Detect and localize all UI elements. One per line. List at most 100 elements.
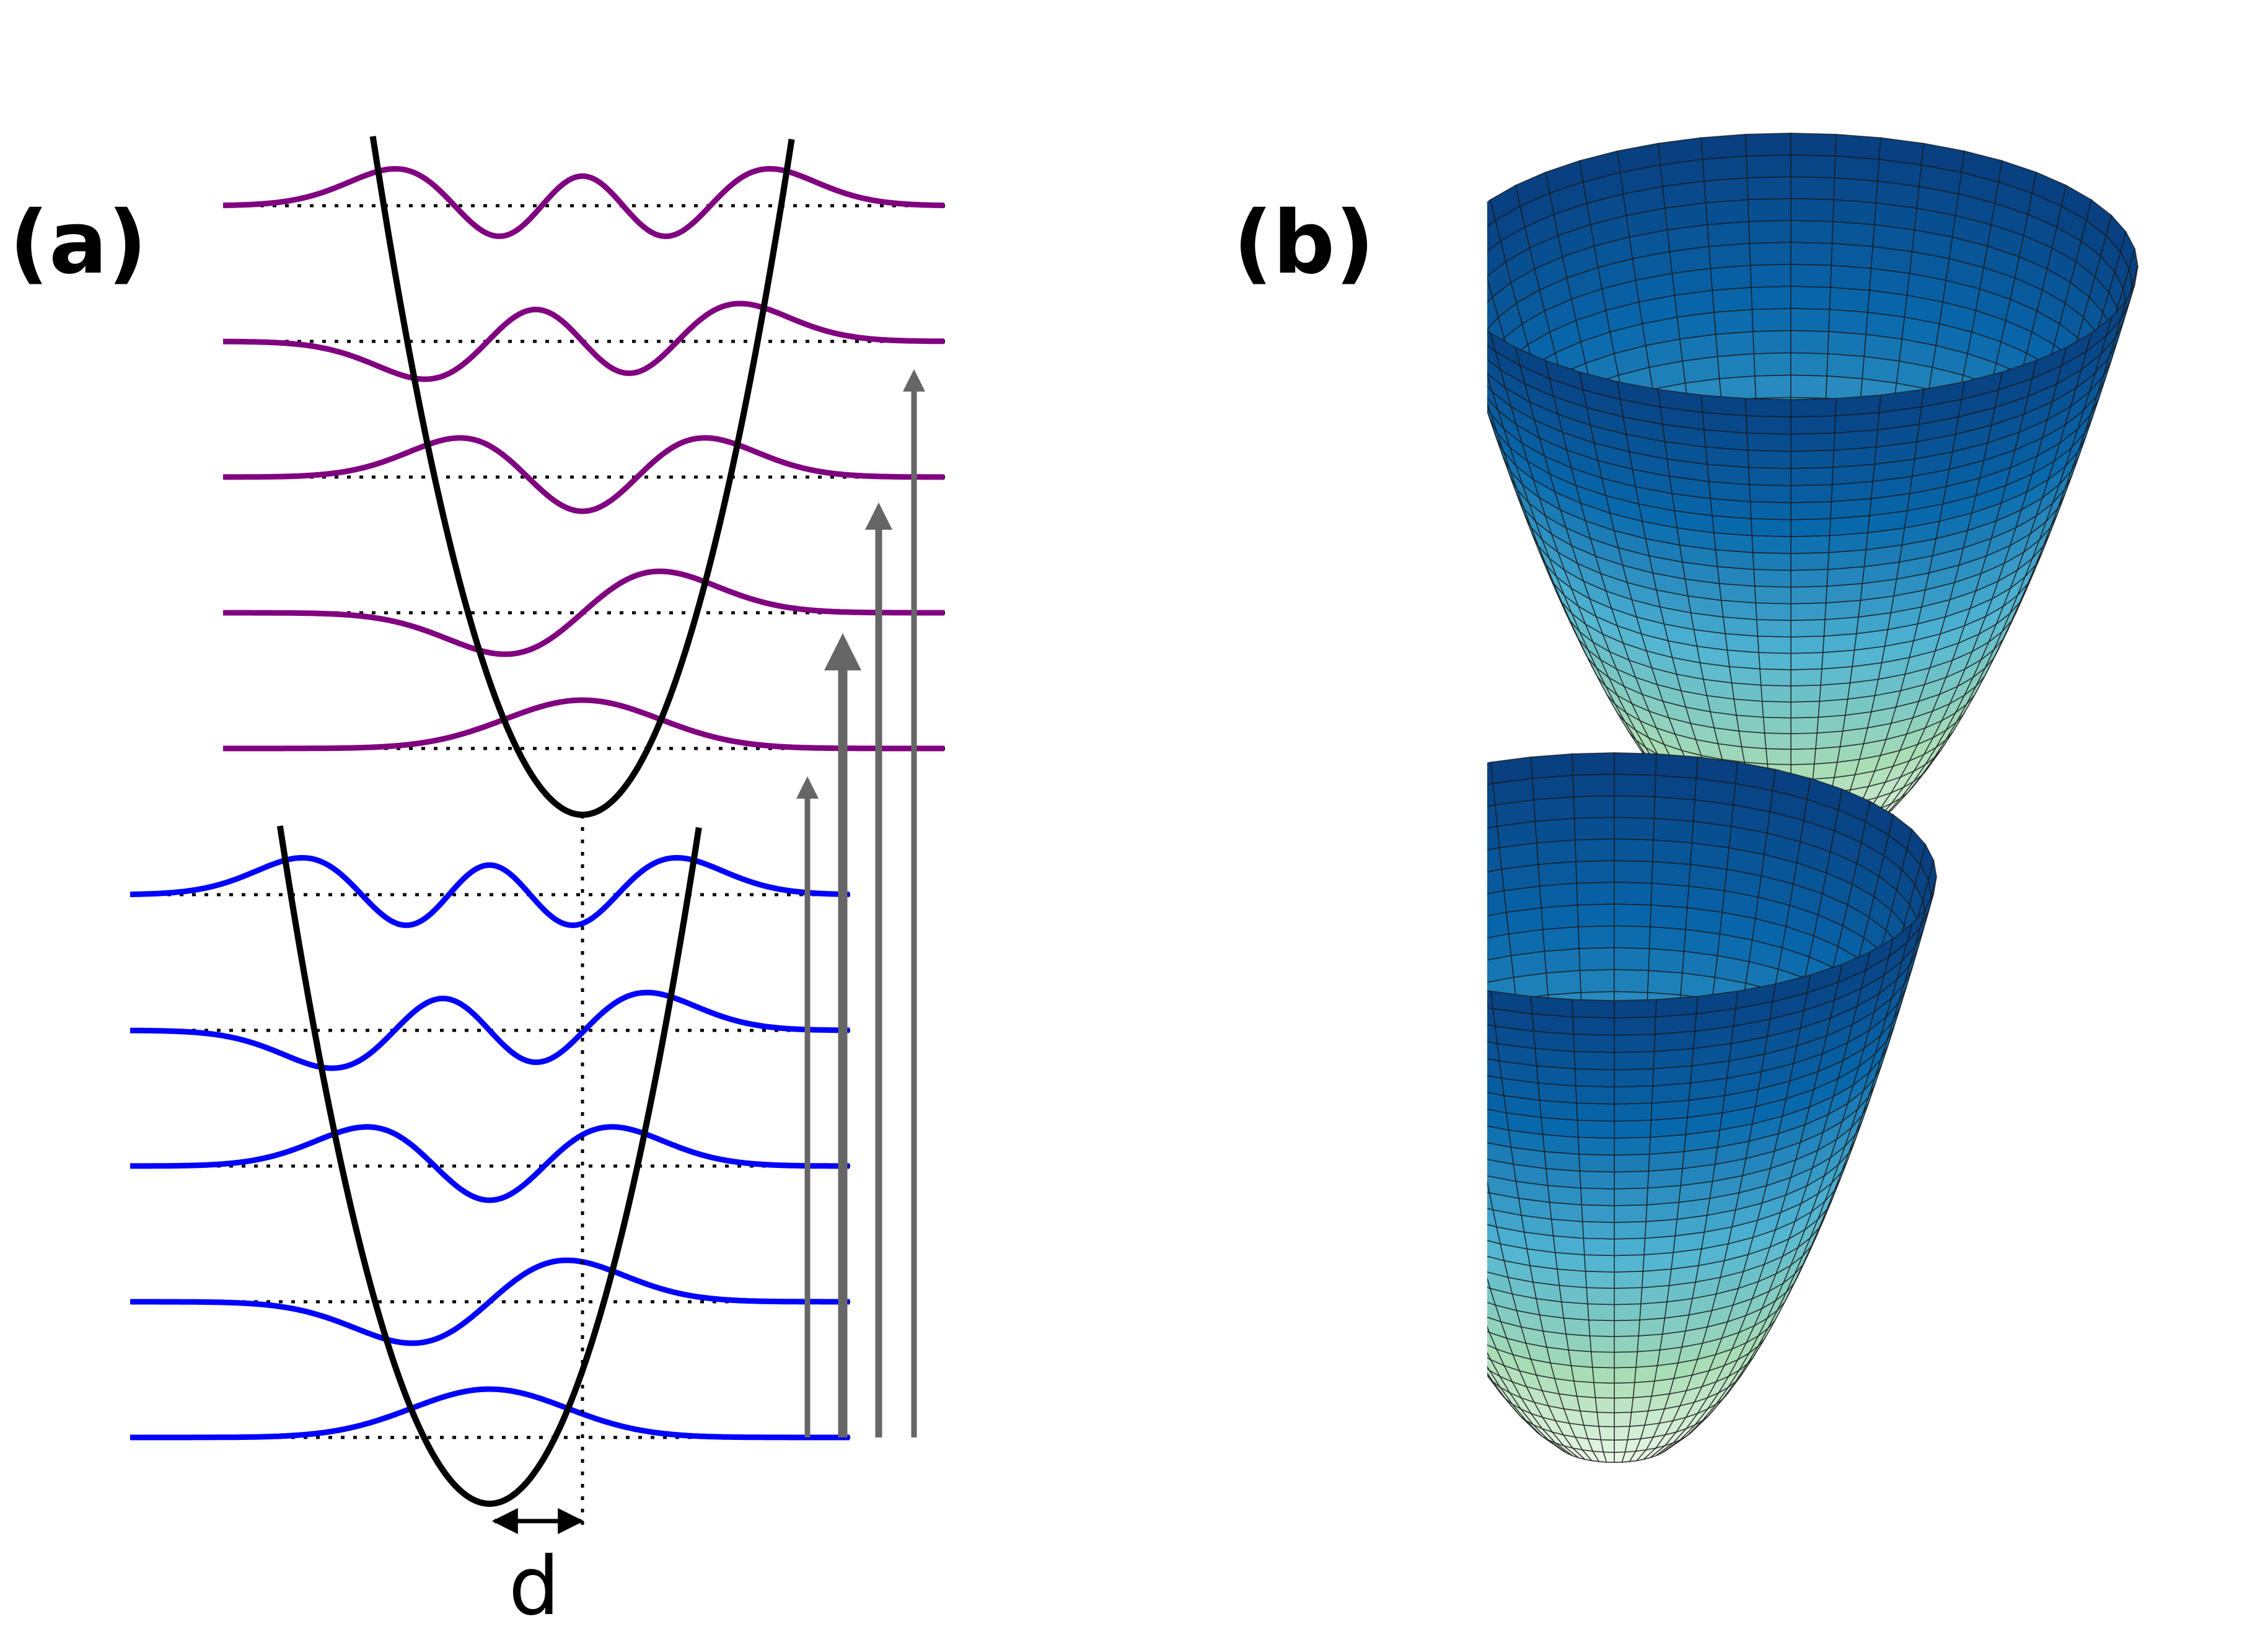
- lower-paraboloid-mesh-cell: [1435, 1064, 1470, 1089]
- lower-paraboloid-mesh-cell: [1470, 1343, 1483, 1369]
- lower-paraboloid-mesh-cell: [1547, 1185, 1583, 1206]
- lower-paraboloid-mesh-cell: [1570, 1365, 1595, 1384]
- upper-paraboloid-mesh-cell: [1716, 566, 1756, 587]
- lower-paraboloid-mesh-cell: [1592, 1366, 1615, 1384]
- lower-paraboloid-mesh-cell: [1460, 1331, 1475, 1357]
- lower-paraboloid-mesh-cell: [1311, 950, 1325, 985]
- lower-paraboloid-mesh-cell: [1534, 818, 1576, 844]
- lower-paraboloid-mesh-cell: [1487, 1348, 1488, 1350]
- lower-paraboloid-mesh-cell: [1430, 1274, 1444, 1302]
- lower-paraboloid-mesh-cell: [1402, 1196, 1412, 1227]
- lower-paraboloid-mesh-cell: [1347, 1025, 1360, 1058]
- upper-paraboloid-mesh-cell: [1790, 398, 1837, 418]
- lower-paraboloid-mesh-cell: [1322, 943, 1345, 976]
- upper-paraboloid-mesh-cell: [1487, 276, 1488, 277]
- lower-paraboloid-mesh-cell: [1614, 1051, 1655, 1071]
- lower-paraboloid-mesh-cell: [1444, 1302, 1461, 1328]
- lower-paraboloid-mesh-cell: [1464, 1339, 1481, 1364]
- upper-paraboloid-mesh-cell: [1474, 348, 1483, 384]
- upper-paraboloid-mesh-cell: [1467, 339, 1487, 374]
- upper-paraboloid-mesh-cell: [1825, 582, 1863, 603]
- lower-paraboloid-mesh-cell: [1366, 1116, 1384, 1146]
- lower-paraboloid-mesh-cell: [1411, 1020, 1438, 1051]
- upper-paraboloid-mesh-cell: [1758, 652, 1791, 670]
- lower-paraboloid-mesh-cell: [1303, 916, 1311, 950]
- lower-paraboloid-mesh-cell: [1332, 1012, 1341, 1046]
- lower-paraboloid-mesh-cell: [1585, 1270, 1615, 1289]
- lower-paraboloid-mesh-cell: [1650, 1099, 1690, 1121]
- lower-paraboloid-mesh-cell: [1536, 839, 1576, 866]
- lower-paraboloid-mesh-cell: [1389, 1180, 1402, 1209]
- lower-paraboloid-mesh-cell: [1347, 1065, 1360, 1097]
- lower-paraboloid-mesh-cell: [1487, 1178, 1490, 1194]
- upper-paraboloid-mesh-cell: [1830, 265, 1872, 291]
- upper-paraboloid-mesh-cell: [1831, 221, 1875, 247]
- lower-paraboloid-mesh-cell: [1575, 1085, 1615, 1105]
- lower-paraboloid-mesh-cell: [1422, 791, 1459, 820]
- upper-paraboloid-mesh-cell: [1468, 344, 1477, 380]
- lower-paraboloid-mesh-cell: [1581, 1204, 1615, 1223]
- upper-paraboloid-mesh-cell: [1755, 602, 1791, 621]
- lower-paraboloid-mesh-cell: [1487, 1309, 1490, 1318]
- lower-well-levels: [130, 855, 850, 1441]
- lower-paraboloid-mesh-cell: [1332, 876, 1355, 910]
- lower-paraboloid-mesh-cell: [1396, 1097, 1424, 1125]
- lower-paraboloid-mesh-cell: [1574, 1068, 1615, 1088]
- lower-paraboloid-mesh-cell: [1487, 761, 1494, 786]
- lower-paraboloid-mesh-cell: [1578, 1136, 1615, 1156]
- lower-paraboloid-mesh-cell: [1582, 1221, 1615, 1240]
- lower-paraboloid-mesh-cell: [1358, 1077, 1367, 1110]
- lower-paraboloid-mesh-cell: [1332, 999, 1341, 1032]
- panel-b-paraboloids: [1294, 133, 2138, 1463]
- upper-paraboloid-mesh-cell: [1760, 684, 1791, 703]
- lower-paraboloid-mesh-cell: [1431, 1046, 1467, 1072]
- lower-paraboloid-mesh-cell: [1614, 1439, 1628, 1453]
- lower-paraboloid-mesh-cell: [1402, 1209, 1418, 1238]
- upper-paraboloid-mesh-cell: [1738, 730, 1767, 750]
- lower-paraboloid-mesh-cell: [1391, 936, 1419, 968]
- lower-paraboloid-mesh-cell: [1320, 959, 1329, 993]
- lower-paraboloid-mesh-cell: [1454, 983, 1487, 1012]
- lower-paraboloid-mesh-cell: [1439, 1293, 1454, 1320]
- lower-paraboloid-mesh-cell: [1464, 1301, 1481, 1328]
- lower-paraboloid-mesh-cell: [1434, 1274, 1453, 1301]
- lower-paraboloid-mesh-cell: [1322, 944, 1335, 978]
- upper-paraboloid-mesh-cell: [1752, 551, 1791, 571]
- upper-paraboloid-mesh-cell: [1764, 732, 1791, 750]
- lower-paraboloid-mesh-cell: [1544, 948, 1581, 974]
- lower-paraboloid-mesh-cell: [1614, 1287, 1643, 1305]
- upper-paraboloid-mesh-cell: [1708, 243, 1751, 270]
- lower-paraboloid-mesh-cell: [1345, 843, 1372, 876]
- lower-paraboloid-mesh-cell: [1573, 1033, 1615, 1053]
- lower-paraboloid-mesh-cell: [1614, 969, 1650, 993]
- lower-paraboloid-mesh-cell: [1294, 893, 1308, 928]
- upper-paraboloid-mesh-cell: [1790, 467, 1834, 486]
- lower-paraboloid-mesh-cell: [1363, 970, 1394, 1000]
- upper-paraboloid-surface: [1467, 133, 2138, 858]
- lower-paraboloid-mesh-cell: [1324, 985, 1342, 1017]
- lower-paraboloid-mesh-cell: [1578, 947, 1615, 972]
- lower-paraboloid-mesh-cell: [1576, 903, 1615, 928]
- upper-paraboloid-mesh-cell: [1816, 714, 1846, 734]
- upper-paraboloid-mesh-cell: [1707, 221, 1751, 247]
- lower-paraboloid-mesh-cell: [1396, 957, 1424, 989]
- lower-paraboloid-mesh-cell: [1390, 1082, 1410, 1114]
- lower-paraboloid-mesh-cell: [1392, 1030, 1417, 1062]
- lower-paraboloid-mesh-cell: [1402, 1155, 1418, 1186]
- lower-paraboloid-mesh-cell: [1386, 915, 1415, 947]
- lower-paraboloid-mesh-cell: [1367, 1085, 1380, 1117]
- lower-paraboloid-mesh-cell: [1648, 1151, 1685, 1172]
- lower-paraboloid-mesh-cell: [1633, 1365, 1658, 1384]
- lower-paraboloid-mesh-cell: [1354, 1012, 1371, 1045]
- lower-paraboloid-mesh-cell: [1580, 1187, 1615, 1206]
- upper-paraboloid-mesh-cell: [1749, 484, 1791, 504]
- lower-paraboloid-mesh-cell: [1542, 1134, 1580, 1155]
- lower-paraboloid-mesh-cell: [1360, 1103, 1373, 1134]
- lower-paraboloid-mesh-cell: [1355, 884, 1381, 917]
- lower-paraboloid-mesh-cell: [1394, 820, 1428, 851]
- lower-paraboloid-mesh-cell: [1398, 1158, 1422, 1187]
- lower-paraboloid-mesh-cell: [1326, 993, 1335, 1027]
- upper-paraboloid-mesh-cell: [1790, 602, 1827, 621]
- upper-paraboloid-mesh-cell: [1790, 263, 1832, 288]
- upper-paraboloid-mesh-cell: [1790, 501, 1832, 520]
